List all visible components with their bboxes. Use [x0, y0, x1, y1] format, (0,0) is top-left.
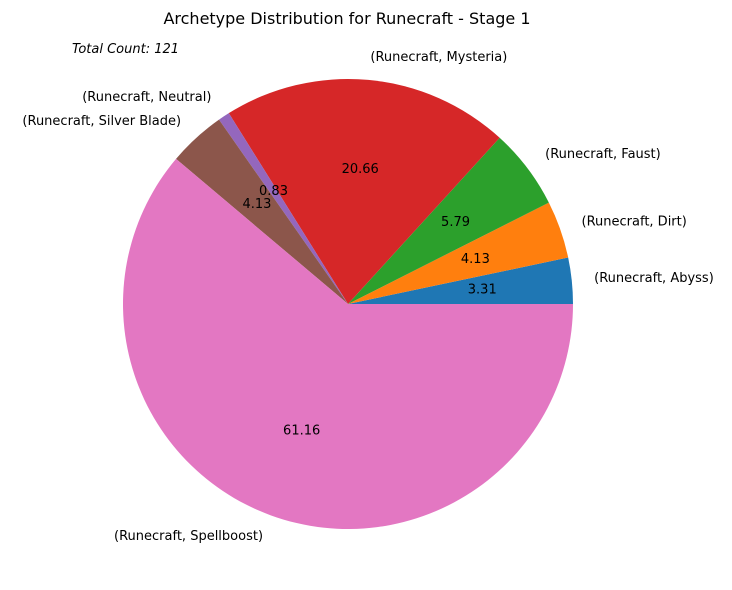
chart-title: Archetype Distribution for Runecraft - S… [163, 9, 530, 28]
slice-value-label: 3.31 [468, 282, 497, 297]
slice-category-label: (Runecraft, Faust) [545, 147, 661, 162]
pie-slice [219, 113, 348, 304]
slice-value-label: 61.16 [283, 423, 320, 438]
pie-slice [122, 158, 573, 529]
slice-value-label: 4.13 [242, 197, 271, 212]
slice-value-label: 4.13 [461, 252, 490, 267]
pie-slice [348, 137, 549, 304]
slice-category-label: (Runecraft, Silver Blade) [22, 114, 181, 129]
slice-category-label: (Runecraft, Abyss) [594, 271, 714, 286]
pie-slice [176, 119, 348, 305]
slice-category-label: (Runecraft, Dirt) [582, 215, 687, 230]
total-count-annotation: Total Count: 121 [72, 42, 179, 57]
slice-value-label: 0.83 [259, 184, 288, 199]
slice-value-label: 5.79 [441, 215, 470, 230]
pie-slice [348, 202, 569, 304]
slice-category-label: (Runecraft, Mysteria) [370, 50, 507, 65]
slice-category-label: (Runecraft, Spellboost) [114, 529, 263, 544]
pie-slice [228, 79, 500, 304]
slice-labels: 3.31 (Runecraft, Abyss) 4.13 (Runecraft, Di… [22, 50, 713, 544]
slice-value-label: 20.66 [342, 162, 379, 177]
pie-slices [122, 79, 573, 529]
pie-slice [348, 257, 573, 304]
slice-category-label: (Runecraft, Neutral) [82, 90, 211, 105]
